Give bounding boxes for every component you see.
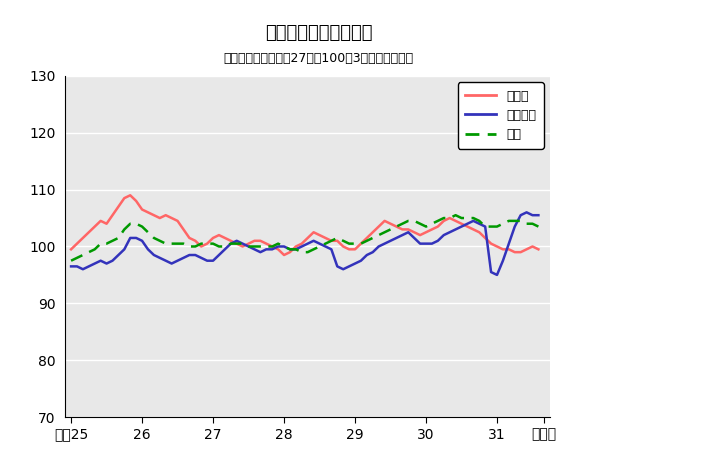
Legend: 鳥取県, 中国地方, 全国: 鳥取県, 中国地方, 全国 xyxy=(458,82,544,148)
中国地方 xyxy=(492,272,501,278)
鳥取県 xyxy=(380,218,389,224)
全国 xyxy=(534,224,543,229)
中国地方 xyxy=(481,224,489,229)
鳥取県 xyxy=(398,227,407,232)
鳥取県 xyxy=(67,246,75,252)
鳥取県 xyxy=(126,192,135,198)
Line: 鳥取県: 鳥取県 xyxy=(71,195,539,255)
中国地方 xyxy=(534,212,543,218)
鳥取県 xyxy=(363,235,371,241)
Text: （季節調整済、平成27年＝100、3ヶ月移動平均）: （季節調整済、平成27年＝100、3ヶ月移動平均） xyxy=(224,52,413,65)
中国地方 xyxy=(386,238,395,244)
中国地方 xyxy=(522,210,531,215)
中国地方 xyxy=(274,244,282,249)
Line: 中国地方: 中国地方 xyxy=(71,212,539,275)
全国 xyxy=(369,235,377,241)
全国 xyxy=(451,212,460,218)
鳥取県 xyxy=(285,249,294,255)
鳥取県 xyxy=(357,241,366,246)
全国 xyxy=(274,241,282,246)
全国 xyxy=(67,258,75,264)
中国地方 xyxy=(67,264,75,269)
中国地方 xyxy=(369,249,377,255)
全国 xyxy=(487,224,495,229)
Line: 全国: 全国 xyxy=(71,215,539,261)
Text: 鉱工業生産指数の推移: 鉱工業生産指数の推移 xyxy=(265,24,372,42)
鳥取県 xyxy=(279,252,288,258)
全国 xyxy=(345,241,353,246)
全国 xyxy=(386,227,395,232)
中国地方 xyxy=(345,264,353,269)
鳥取県 xyxy=(534,246,543,252)
中国地方 xyxy=(350,261,359,266)
全国 xyxy=(350,241,359,246)
鳥取県 xyxy=(492,244,501,249)
